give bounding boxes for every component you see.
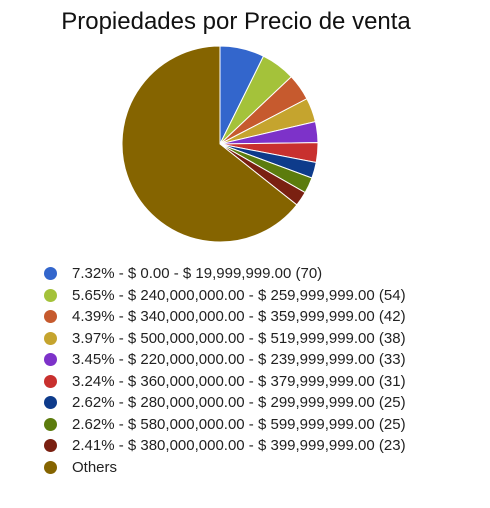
legend-item[interactable]: 2.41% - $ 380,000,000.00 - $ 399,999,999…	[44, 435, 406, 457]
chart-title: Propiedades por Precio de venta	[61, 8, 411, 35]
legend-item[interactable]: 5.65% - $ 240,000,000.00 - $ 259,999,999…	[44, 285, 406, 307]
legend-label: 2.41% - $ 380,000,000.00 - $ 399,999,999…	[72, 437, 406, 455]
legend-label: 4.39% - $ 340,000,000.00 - $ 359,999,999…	[72, 308, 406, 326]
legend-swatch	[44, 374, 57, 388]
legend-item[interactable]: 3.97% - $ 500,000,000.00 - $ 519,999,999…	[44, 328, 406, 350]
legend-item[interactable]: 4.39% - $ 340,000,000.00 - $ 359,999,999…	[44, 306, 406, 328]
legend-label: Others	[72, 458, 118, 476]
legend-swatch	[44, 310, 57, 324]
chart-legend: 7.32% - $ 0.00 - $ 19,999,999.00 (70) 5.6…	[44, 263, 406, 478]
legend-swatch	[44, 417, 57, 431]
pie-slice[interactable]	[121, 45, 298, 243]
legend-item[interactable]: 7.32% - $ 0.00 - $ 19,999,999.00 (70)	[44, 263, 406, 285]
legend-label: 7.32% - $ 0.00 - $ 19,999,999.00 (70)	[72, 265, 323, 283]
legend-swatch	[44, 460, 57, 474]
legend-label: 3.97% - $ 500,000,000.00 - $ 519,999,999…	[72, 329, 406, 347]
legend-swatch	[44, 439, 57, 453]
legend-label: 2.62% - $ 580,000,000.00 - $ 599,999,999…	[72, 415, 406, 433]
legend-swatch	[44, 331, 57, 345]
pie-chart	[121, 45, 319, 243]
legend-item[interactable]: 2.62% - $ 580,000,000.00 - $ 599,999,999…	[44, 414, 406, 436]
legend-swatch	[44, 353, 57, 367]
legend-label: 5.65% - $ 240,000,000.00 - $ 259,999,999…	[72, 286, 406, 304]
legend-item[interactable]: 3.45% - $ 220,000,000.00 - $ 239,999,999…	[44, 349, 406, 371]
legend-swatch	[44, 396, 57, 410]
legend-swatch	[44, 267, 57, 281]
legend-swatch	[44, 288, 57, 302]
legend-item[interactable]: 2.62% - $ 280,000,000.00 - $ 299,999,999…	[44, 392, 406, 414]
legend-label: 3.45% - $ 220,000,000.00 - $ 239,999,999…	[72, 351, 406, 369]
legend-label: 3.24% - $ 360,000,000.00 - $ 379,999,999…	[72, 372, 406, 390]
legend-item[interactable]: Others	[44, 457, 406, 479]
legend-label: 2.62% - $ 280,000,000.00 - $ 299,999,999…	[72, 394, 406, 412]
legend-item[interactable]: 3.24% - $ 360,000,000.00 - $ 379,999,999…	[44, 371, 406, 393]
